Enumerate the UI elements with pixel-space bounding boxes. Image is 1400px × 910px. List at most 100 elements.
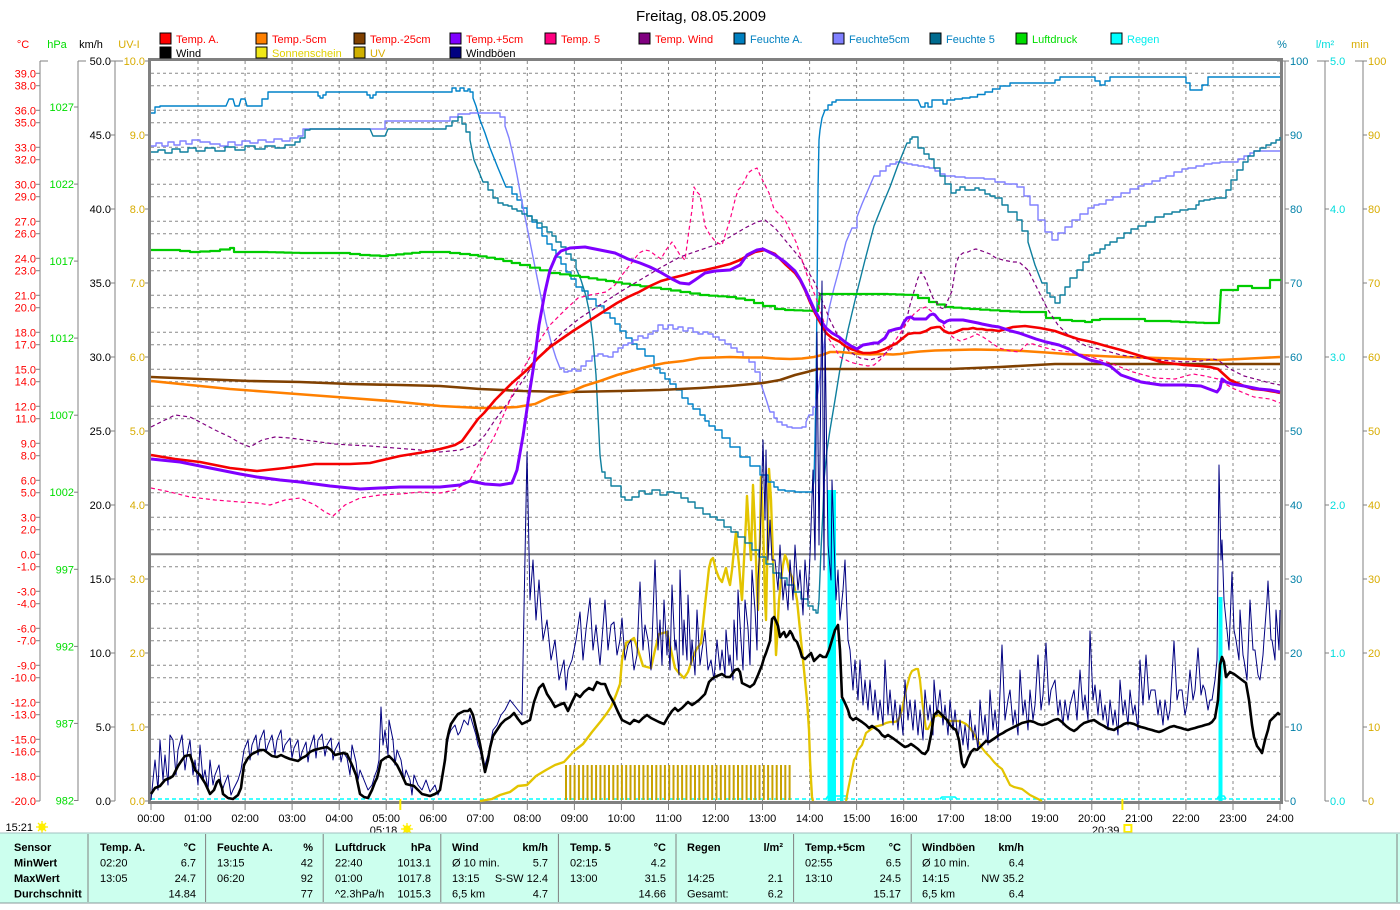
svg-text:15:00: 15:00 xyxy=(843,813,871,825)
svg-text:05:00: 05:00 xyxy=(372,813,400,825)
svg-text:13:00: 13:00 xyxy=(749,813,777,825)
svg-text:987: 987 xyxy=(56,718,74,730)
svg-text:3.0: 3.0 xyxy=(21,512,36,524)
svg-text:1013.1: 1013.1 xyxy=(397,858,431,870)
svg-text:0.0: 0.0 xyxy=(96,796,111,808)
svg-text:3.0: 3.0 xyxy=(1330,352,1345,364)
svg-text:23.0: 23.0 xyxy=(15,266,36,278)
svg-text:06:00: 06:00 xyxy=(419,813,447,825)
svg-text:20: 20 xyxy=(1290,648,1302,660)
svg-text:-1.0: -1.0 xyxy=(17,562,36,574)
svg-text:4.2: 4.2 xyxy=(651,858,666,870)
svg-text:25.0: 25.0 xyxy=(90,426,111,438)
svg-text:0.0: 0.0 xyxy=(130,796,145,808)
svg-text:-7.0: -7.0 xyxy=(17,636,36,648)
svg-text:2.0: 2.0 xyxy=(21,525,36,537)
svg-text:km/h: km/h xyxy=(522,842,548,854)
svg-text:33.0: 33.0 xyxy=(15,142,36,154)
svg-text:9.0: 9.0 xyxy=(21,438,36,450)
svg-text:40.0: 40.0 xyxy=(90,204,111,216)
svg-text:02:20: 02:20 xyxy=(100,858,128,870)
svg-text:0: 0 xyxy=(1368,796,1374,808)
svg-text:30.0: 30.0 xyxy=(90,352,111,364)
svg-text:4.0: 4.0 xyxy=(130,500,145,512)
svg-text:Feuchte5cm: Feuchte5cm xyxy=(849,34,910,46)
svg-text:4.7: 4.7 xyxy=(533,889,548,901)
svg-text:02:55: 02:55 xyxy=(805,858,833,870)
svg-text:31.5: 31.5 xyxy=(645,873,666,885)
svg-text:8.0: 8.0 xyxy=(21,451,36,463)
svg-text:982: 982 xyxy=(56,796,74,808)
svg-text:-20.0: -20.0 xyxy=(11,796,36,808)
svg-text:Sensor: Sensor xyxy=(14,842,52,854)
svg-text:°C: °C xyxy=(184,842,196,854)
svg-text:35.0: 35.0 xyxy=(90,278,111,290)
svg-text:13:15: 13:15 xyxy=(452,873,480,885)
svg-text:Temp. A.: Temp. A. xyxy=(176,34,219,46)
svg-text:Temp.+5cm: Temp.+5cm xyxy=(805,842,865,854)
svg-text:Temp. 5: Temp. 5 xyxy=(561,34,600,46)
svg-text:26.0: 26.0 xyxy=(15,229,36,241)
svg-text:2.1: 2.1 xyxy=(768,873,783,885)
svg-text:2.0: 2.0 xyxy=(1330,500,1345,512)
svg-text:42: 42 xyxy=(301,858,313,870)
svg-text:39.0: 39.0 xyxy=(15,68,36,80)
svg-text:5.0: 5.0 xyxy=(130,426,145,438)
svg-text:15.0: 15.0 xyxy=(90,574,111,586)
svg-text:km/h: km/h xyxy=(998,842,1024,854)
svg-text:60: 60 xyxy=(1290,352,1302,364)
svg-text:-9.0: -9.0 xyxy=(17,660,36,672)
svg-text:%: % xyxy=(303,842,313,854)
svg-text:1.0: 1.0 xyxy=(130,722,145,734)
svg-text:35.0: 35.0 xyxy=(15,118,36,130)
svg-text:Temp.+5cm: Temp.+5cm xyxy=(466,34,523,46)
svg-text:Temp.-5cm: Temp.-5cm xyxy=(272,34,326,46)
svg-text:Temp. Wind: Temp. Wind xyxy=(655,34,713,46)
svg-text:1017.8: 1017.8 xyxy=(397,873,431,885)
svg-text:15.17: 15.17 xyxy=(873,889,901,901)
svg-text:27.0: 27.0 xyxy=(15,216,36,228)
svg-text:Feuchte A.: Feuchte A. xyxy=(750,34,803,46)
svg-text:38.0: 38.0 xyxy=(15,81,36,93)
svg-text:36.0: 36.0 xyxy=(15,105,36,117)
svg-text:22:00: 22:00 xyxy=(1172,813,1200,825)
svg-text:02:00: 02:00 xyxy=(231,813,259,825)
svg-text:1017: 1017 xyxy=(50,256,74,268)
svg-text:Feuchte A.: Feuchte A. xyxy=(217,842,273,854)
svg-text:02:15: 02:15 xyxy=(570,858,598,870)
svg-text:°C: °C xyxy=(17,39,29,51)
svg-text:90: 90 xyxy=(1290,130,1302,142)
svg-text:S-SW 12.4: S-SW 12.4 xyxy=(495,873,548,885)
svg-text:hPa: hPa xyxy=(411,842,432,854)
svg-text:-12.0: -12.0 xyxy=(11,697,36,709)
svg-text:992: 992 xyxy=(56,641,74,653)
svg-text:UV: UV xyxy=(370,48,386,60)
svg-text:18.0: 18.0 xyxy=(15,327,36,339)
svg-text:Sonnenschein: Sonnenschein xyxy=(272,48,342,60)
svg-text:5.0: 5.0 xyxy=(96,722,111,734)
svg-text:14:15: 14:15 xyxy=(922,873,950,885)
svg-text:40: 40 xyxy=(1290,500,1302,512)
svg-text:01:00: 01:00 xyxy=(184,813,212,825)
svg-text:1022: 1022 xyxy=(50,179,74,191)
svg-text:Ø 10 min.: Ø 10 min. xyxy=(922,858,970,870)
svg-text:6.4: 6.4 xyxy=(1009,889,1024,901)
svg-text:30.0: 30.0 xyxy=(15,179,36,191)
svg-text:18:00: 18:00 xyxy=(984,813,1012,825)
svg-text:24.0: 24.0 xyxy=(15,253,36,265)
svg-text:-3.0: -3.0 xyxy=(17,586,36,598)
svg-text:19:00: 19:00 xyxy=(1031,813,1059,825)
svg-text:15.0: 15.0 xyxy=(15,364,36,376)
svg-text:90: 90 xyxy=(1368,130,1380,142)
svg-text:14.84: 14.84 xyxy=(168,889,196,901)
svg-text:6.2: 6.2 xyxy=(768,889,783,901)
svg-text:MaxWert: MaxWert xyxy=(14,873,60,885)
svg-text:Luftdruck: Luftdruck xyxy=(335,842,387,854)
svg-text:6,5 km: 6,5 km xyxy=(452,889,485,901)
svg-text:UV-I: UV-I xyxy=(118,39,139,51)
svg-text:NW 35.2: NW 35.2 xyxy=(981,873,1024,885)
svg-text:Durchschnitt: Durchschnitt xyxy=(14,889,82,901)
svg-text:14:25: 14:25 xyxy=(687,873,715,885)
svg-text:14:00: 14:00 xyxy=(796,813,824,825)
svg-text:10.0: 10.0 xyxy=(90,648,111,660)
